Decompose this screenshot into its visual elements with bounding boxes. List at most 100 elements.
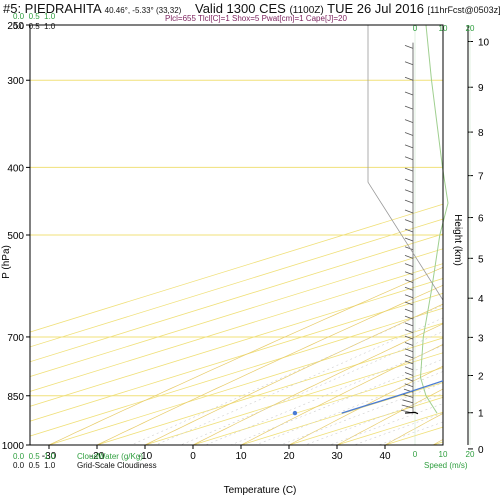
wind-barb xyxy=(404,61,414,66)
wind-barb xyxy=(404,360,414,365)
height-tick-label: 3 xyxy=(478,333,484,344)
wind-barb xyxy=(404,329,414,333)
x-tick-label: 30 xyxy=(331,451,343,462)
moist-adiabat-line xyxy=(279,382,443,445)
wind-barb xyxy=(405,377,414,382)
wind-barb xyxy=(404,91,414,96)
valid-date: TUE 26 Jul 2016 xyxy=(327,1,424,16)
wind-speed-tick-label: 20 xyxy=(466,24,475,33)
valid-time: Valid 1300 CES (1100Z) TUE 26 Jul 2016 [… xyxy=(195,1,500,16)
wind-barb xyxy=(403,394,414,398)
sounding-series xyxy=(292,380,443,416)
wind-barb xyxy=(404,348,414,353)
wind-barb xyxy=(404,132,414,136)
y-tick-label: 250 xyxy=(7,21,24,32)
wind-speed-tick-label: 0 xyxy=(413,24,418,33)
wind-speed-tick-label: 20 xyxy=(466,450,475,459)
wind-barb xyxy=(404,342,414,346)
height-tick-label: 5 xyxy=(478,254,484,265)
x-tick-label: 40 xyxy=(379,451,391,462)
wind-barb xyxy=(404,105,414,110)
station-coords: 40.46°, -5.33° (33,32) xyxy=(104,6,182,15)
isotherm-line xyxy=(192,367,443,445)
x-tick-label: -20 xyxy=(90,451,105,462)
isotherm-line xyxy=(96,337,443,445)
cloudwater-label: CloudWater (g/Kg) xyxy=(77,452,143,461)
dry-adiabat-line xyxy=(336,388,443,445)
isotherm-line xyxy=(30,307,443,437)
dry-adiabat-line xyxy=(240,344,443,445)
height-tick-label: 2 xyxy=(478,371,484,382)
dewpoint-line xyxy=(341,380,443,414)
wind-barb xyxy=(404,322,414,327)
wind-barb xyxy=(404,354,414,359)
wind-barb xyxy=(404,279,414,283)
x-axis-label: Temperature (C) xyxy=(224,485,297,496)
isotherm-line xyxy=(30,218,443,348)
y-tick-label: 300 xyxy=(7,76,24,87)
moist-adiabat-line xyxy=(229,358,443,445)
cloudiness-label: Grid-Scale Cloudiness xyxy=(77,461,157,470)
isotherm-line xyxy=(144,352,443,445)
wind-barb xyxy=(404,315,414,320)
y-tick-label: 700 xyxy=(7,333,24,344)
height-axis-label: Height (km) xyxy=(452,214,463,266)
wind-barb xyxy=(404,199,414,204)
scale-top-green: 0.0 0.5 1.0 xyxy=(13,12,56,21)
wind-barb xyxy=(404,308,414,313)
isotherm-line xyxy=(30,248,443,378)
height-tick-label: 8 xyxy=(478,128,484,139)
wind-speed-profile xyxy=(419,24,449,414)
wind-barb xyxy=(404,156,414,161)
wind-barb xyxy=(404,383,414,388)
isotherm-line xyxy=(30,292,443,422)
x-tick-label: -10 xyxy=(138,451,153,462)
wind-speed-label: Speed (m/s) xyxy=(424,461,468,470)
wind-barb xyxy=(404,294,414,299)
background-lines xyxy=(30,25,443,445)
height-tick-label: 6 xyxy=(478,214,484,225)
x-tick-label: -30 xyxy=(42,451,57,462)
y-tick-label: 1000 xyxy=(2,441,25,452)
wind-speed-tick-label: 10 xyxy=(439,450,448,459)
wind-barb xyxy=(404,237,414,242)
wind-barb xyxy=(404,228,414,233)
y-tick-label: 500 xyxy=(7,231,24,242)
y-tick-label: 850 xyxy=(7,392,24,403)
dry-adiabat-line xyxy=(192,323,443,445)
wind-barb xyxy=(402,399,414,404)
wind-barb xyxy=(404,144,414,149)
wind-barb xyxy=(401,404,414,409)
y-tick-label: 400 xyxy=(7,163,24,174)
isotherm-line xyxy=(48,322,443,445)
wind-barb xyxy=(404,178,414,183)
cloudiness-scale: 0.0 0.5 1.0 xyxy=(13,461,56,470)
surface-dewpoint-point xyxy=(292,410,298,416)
cloudwater-scale: 0.0 0.5 1.0 xyxy=(13,452,56,461)
height-tick-label: 7 xyxy=(478,172,484,183)
wind-barb xyxy=(404,44,414,49)
x-tick-label: 20 xyxy=(283,451,295,462)
sounding-parameters: Plcl=655 Tlcl[C]=1 Shox=5 Pwat[cm]=1 Cap… xyxy=(165,14,347,23)
wind-barb xyxy=(404,254,414,259)
forecast-info: [11hrFcst@0503z] xyxy=(427,5,500,15)
wind-barb xyxy=(404,219,414,224)
wind-barb-surface xyxy=(404,411,419,415)
dry-adiabat-line xyxy=(384,413,443,445)
station-title: #5: PIEDRAHITA 40.46°, -5.33° (33,32) xyxy=(3,1,181,16)
moist-adiabat-line xyxy=(179,331,443,445)
valid-utc: (1100Z) xyxy=(289,5,324,16)
axis-labels: -30 -20 -10 0 10 20 30 40 Temperature (C) 1000 850… xyxy=(1,21,391,496)
isotherm-line xyxy=(30,203,443,333)
moist-adiabat-line xyxy=(353,412,443,445)
wind-barb xyxy=(404,246,414,251)
dry-adiabat-line xyxy=(96,284,443,445)
height-tick-label: 1 xyxy=(478,409,484,420)
wind-barb xyxy=(404,372,414,376)
dry-adiabat-line xyxy=(288,365,443,445)
isotherm-line xyxy=(30,263,443,392)
dry-adiabat-line xyxy=(48,266,443,445)
height-tick-label: 0 xyxy=(478,445,484,456)
